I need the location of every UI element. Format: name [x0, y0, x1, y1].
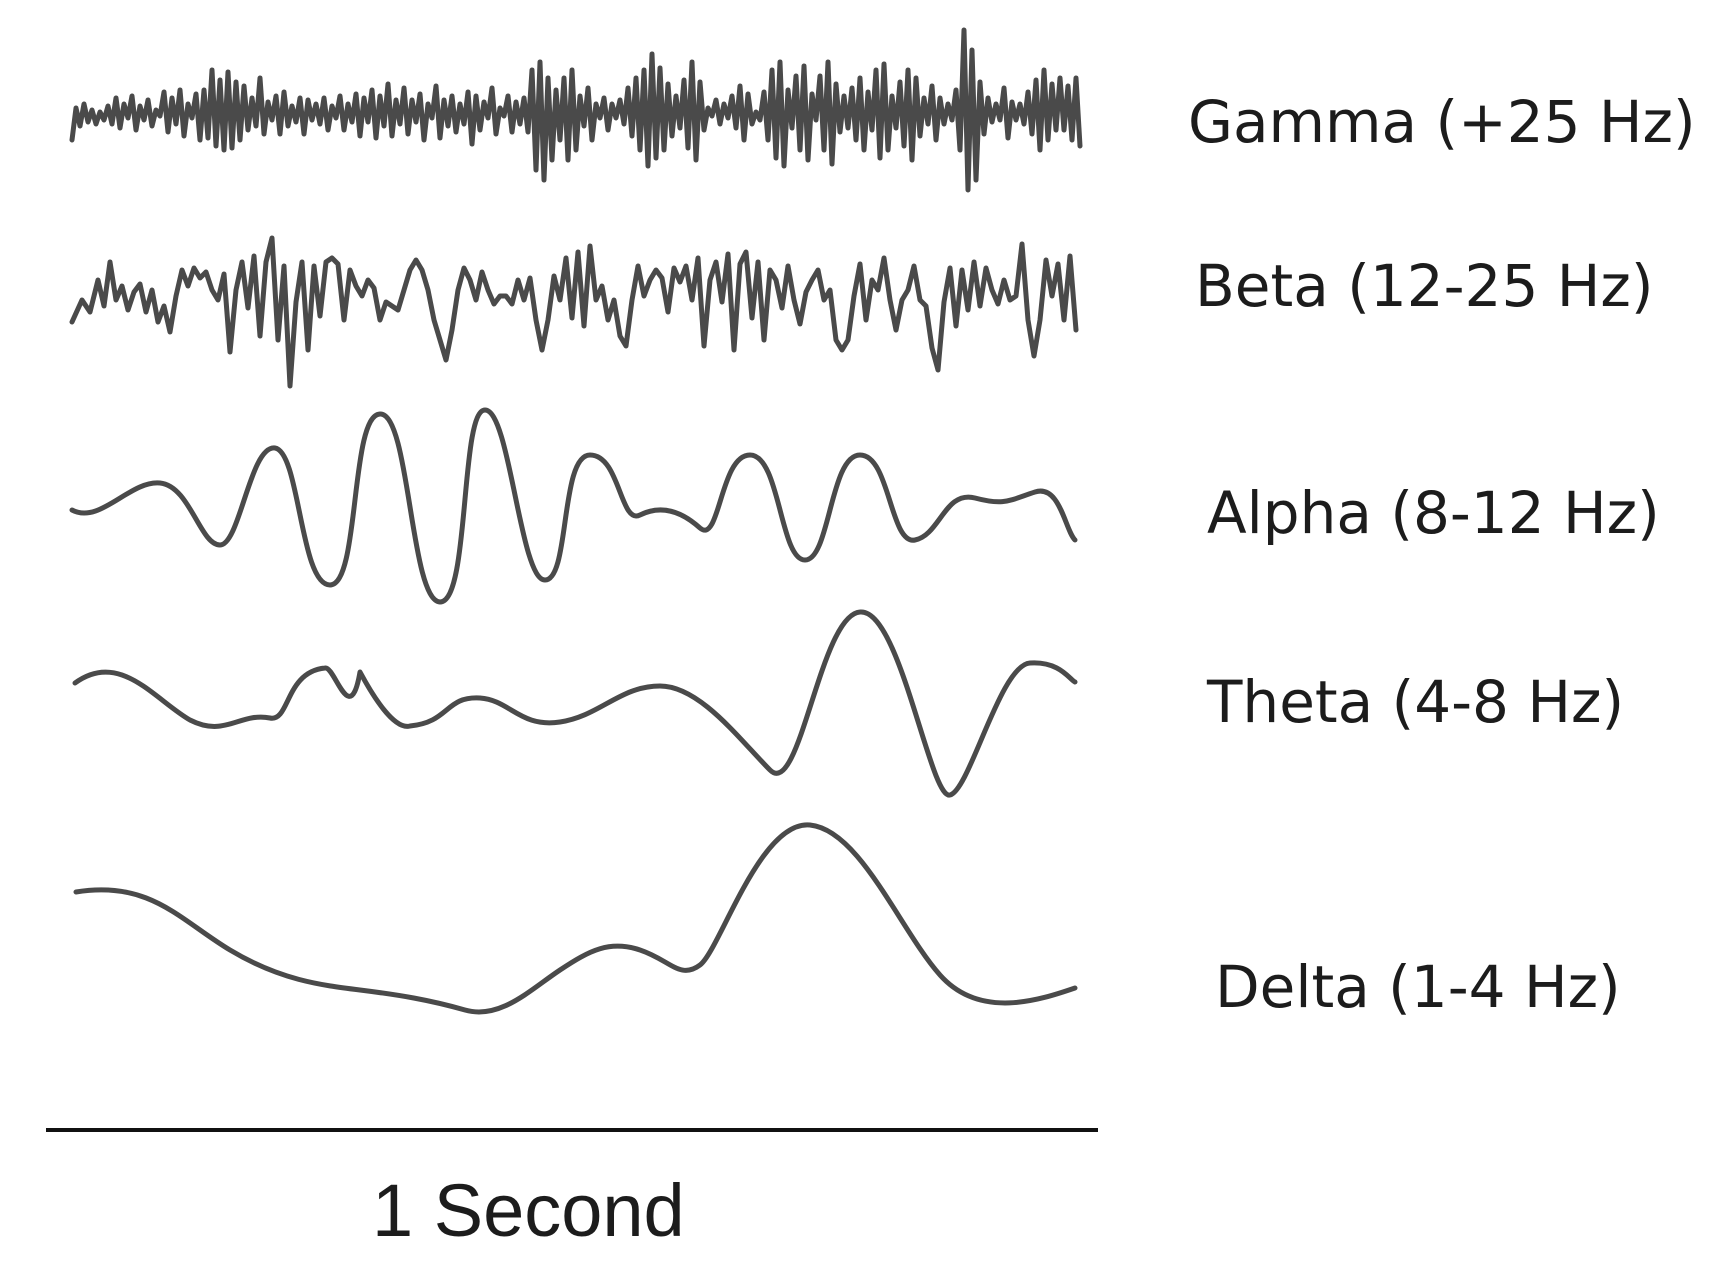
label-delta: Delta (1-4 Hz) [1215, 953, 1621, 1021]
label-alpha: Alpha (8-12 Hz) [1207, 479, 1660, 547]
label-beta: Beta (12-25 Hz) [1195, 252, 1653, 320]
waveform-beta-group [69, 235, 1079, 389]
waveform-beta [69, 235, 1079, 389]
waveform-alpha [69, 407, 1078, 605]
time-scale-label: 1 Second [372, 1169, 685, 1252]
label-gamma: Gamma (+25 Hz) [1188, 88, 1696, 156]
waveform-delta-group [73, 822, 1078, 1015]
waveform-theta-group [72, 609, 1078, 798]
label-theta: Theta (4-8 Hz) [1206, 668, 1624, 736]
waveform-gamma-group [69, 27, 1083, 193]
waveform-alpha-group [69, 407, 1078, 605]
waveform-delta [73, 822, 1078, 1015]
waveform-gamma [69, 27, 1083, 193]
waveform-theta [72, 609, 1078, 798]
